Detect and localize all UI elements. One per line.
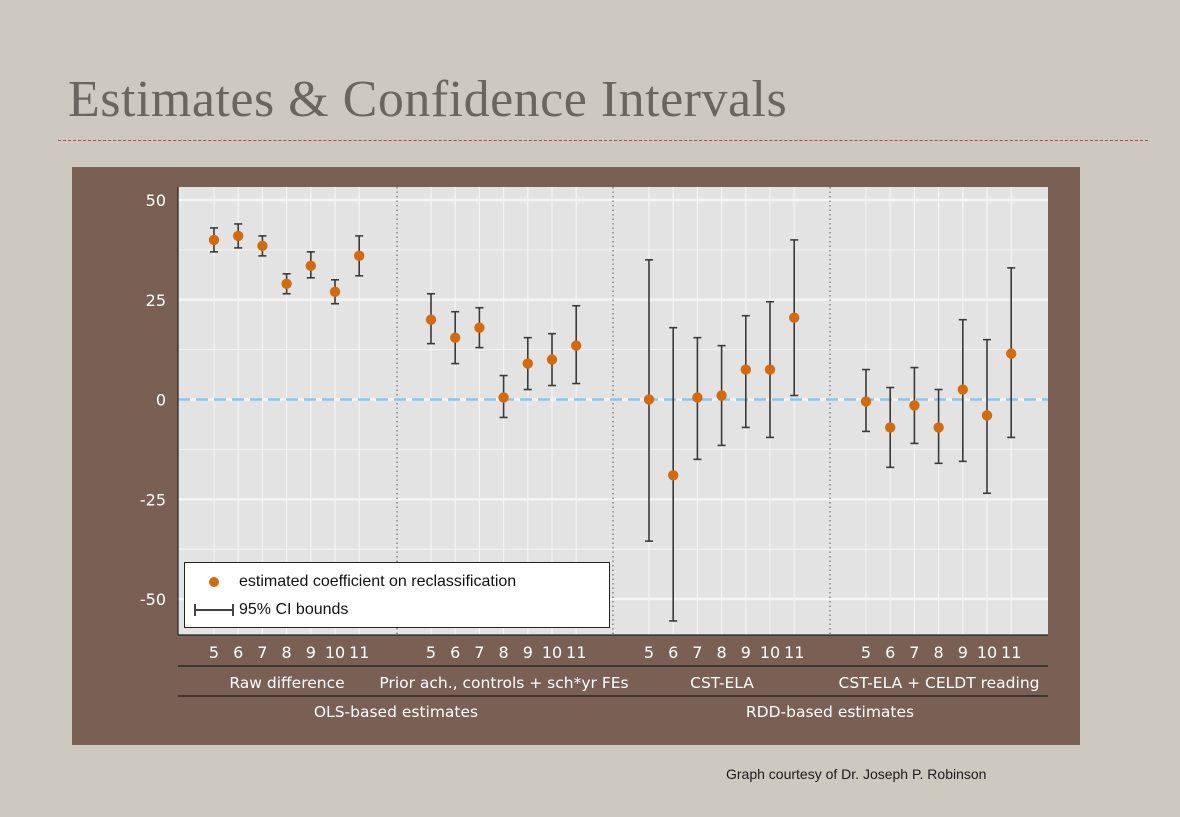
estimate-point bbox=[208, 234, 220, 246]
x-tick-label-grade: 7 bbox=[257, 643, 267, 662]
group-label: OLS-based estimates bbox=[314, 703, 478, 721]
x-tick-label-grade: 8 bbox=[717, 643, 727, 662]
estimate-point bbox=[933, 422, 944, 433]
x-tick-label-grade: 10 bbox=[542, 643, 562, 662]
x-tick-label-grade: 6 bbox=[668, 643, 678, 662]
estimate-point bbox=[860, 396, 872, 407]
legend-entry-estimate: estimated coefficient on reclassificatio… bbox=[193, 571, 516, 593]
x-tick-label-grade: 9 bbox=[741, 643, 751, 662]
group-label: RDD-based estimates bbox=[746, 703, 914, 721]
x-tick-label-grade: 5 bbox=[861, 643, 871, 662]
x-tick-label-grade: 6 bbox=[885, 643, 895, 662]
slide-title: Estimates & Confidence Intervals bbox=[68, 71, 788, 128]
x-tick-label-grade: 10 bbox=[325, 643, 345, 662]
x-tick-label-grade: 6 bbox=[450, 643, 460, 662]
x-tick-label-grade: 9 bbox=[306, 643, 316, 662]
estimate-point bbox=[281, 278, 292, 289]
x-tick-label-grade: 5 bbox=[644, 643, 654, 662]
x-tick-label-grade: 8 bbox=[934, 643, 944, 662]
y-tick-label: -50 bbox=[140, 590, 166, 609]
x-tick-label-grade: 10 bbox=[760, 643, 780, 662]
estimate-point bbox=[425, 314, 437, 325]
x-tick-label-grade: 9 bbox=[523, 643, 533, 662]
title-divider bbox=[58, 140, 1148, 141]
chart-panel: 50 25 0 -25 -50 5 6 7 8 9 10 11 5 6 7 8 9 10 11 5 6 7 8 9 10 11 5 6… bbox=[72, 167, 1080, 745]
legend-ci-marker bbox=[193, 599, 239, 621]
estimate-point bbox=[257, 240, 268, 252]
y-tick-label: 50 bbox=[146, 191, 166, 210]
estimate-point bbox=[643, 394, 655, 405]
estimate-point bbox=[957, 384, 968, 395]
legend-point-label: estimated coefficient on reclassificatio… bbox=[239, 573, 517, 590]
estimate-point bbox=[764, 364, 776, 375]
x-tick-label-grade: 6 bbox=[233, 643, 243, 662]
estimate-point bbox=[522, 358, 533, 369]
x-tick-label-grade: 11 bbox=[1001, 643, 1021, 662]
estimate-point bbox=[668, 470, 679, 481]
legend-entry-ci: 95% CI bounds bbox=[193, 599, 348, 621]
legend-point-marker bbox=[193, 571, 239, 593]
estimate-point bbox=[354, 250, 365, 262]
estimate-point bbox=[305, 260, 316, 272]
plot-area bbox=[178, 187, 1048, 635]
y-tick-label: 0 bbox=[156, 391, 166, 410]
y-tick-label: -25 bbox=[140, 490, 166, 509]
x-tick-label-grade: 7 bbox=[909, 643, 919, 662]
x-tick-label-grade: 5 bbox=[209, 643, 219, 662]
estimate-point bbox=[789, 312, 800, 323]
estimate-point bbox=[885, 422, 896, 433]
y-tick-label: 25 bbox=[146, 291, 166, 310]
estimate-point bbox=[692, 392, 703, 403]
panel-label: CST-ELA bbox=[690, 674, 754, 692]
legend-ci-label: 95% CI bounds bbox=[239, 601, 349, 618]
x-tick-label-grade: 11 bbox=[784, 643, 804, 662]
graph-credit: Graph courtesy of Dr. Joseph P. Robinson bbox=[726, 766, 987, 782]
x-tick-label-grade: 11 bbox=[566, 643, 586, 662]
estimate-point bbox=[909, 400, 920, 411]
x-tick-label-grade: 10 bbox=[977, 643, 997, 662]
estimate-point bbox=[981, 410, 993, 421]
estimate-point bbox=[740, 364, 751, 375]
chart-legend: estimated coefficient on reclassificatio… bbox=[184, 562, 610, 628]
x-tick-label-grade: 9 bbox=[958, 643, 968, 662]
panel-label: Prior ach., controls + sch*yr FEs bbox=[379, 674, 628, 692]
estimate-point bbox=[1006, 348, 1017, 359]
x-tick-label-grade: 7 bbox=[692, 643, 702, 662]
x-tick-label-grade: 7 bbox=[474, 643, 484, 662]
estimate-point bbox=[546, 354, 558, 365]
estimate-point bbox=[498, 392, 509, 403]
estimate-point bbox=[329, 286, 341, 297]
estimate-point bbox=[571, 340, 582, 351]
estimate-point bbox=[233, 230, 244, 242]
panel-label: CST-ELA + CELDT reading bbox=[839, 674, 1040, 692]
estimate-point bbox=[474, 322, 485, 333]
x-tick-label-grade: 8 bbox=[282, 643, 292, 662]
estimate-point bbox=[450, 332, 461, 343]
x-tick-label-grade: 5 bbox=[426, 643, 436, 662]
x-tick-label-grade: 11 bbox=[349, 643, 369, 662]
panel-label: Raw difference bbox=[229, 674, 344, 692]
x-tick-label-grade: 8 bbox=[499, 643, 509, 662]
estimate-point bbox=[716, 390, 727, 401]
